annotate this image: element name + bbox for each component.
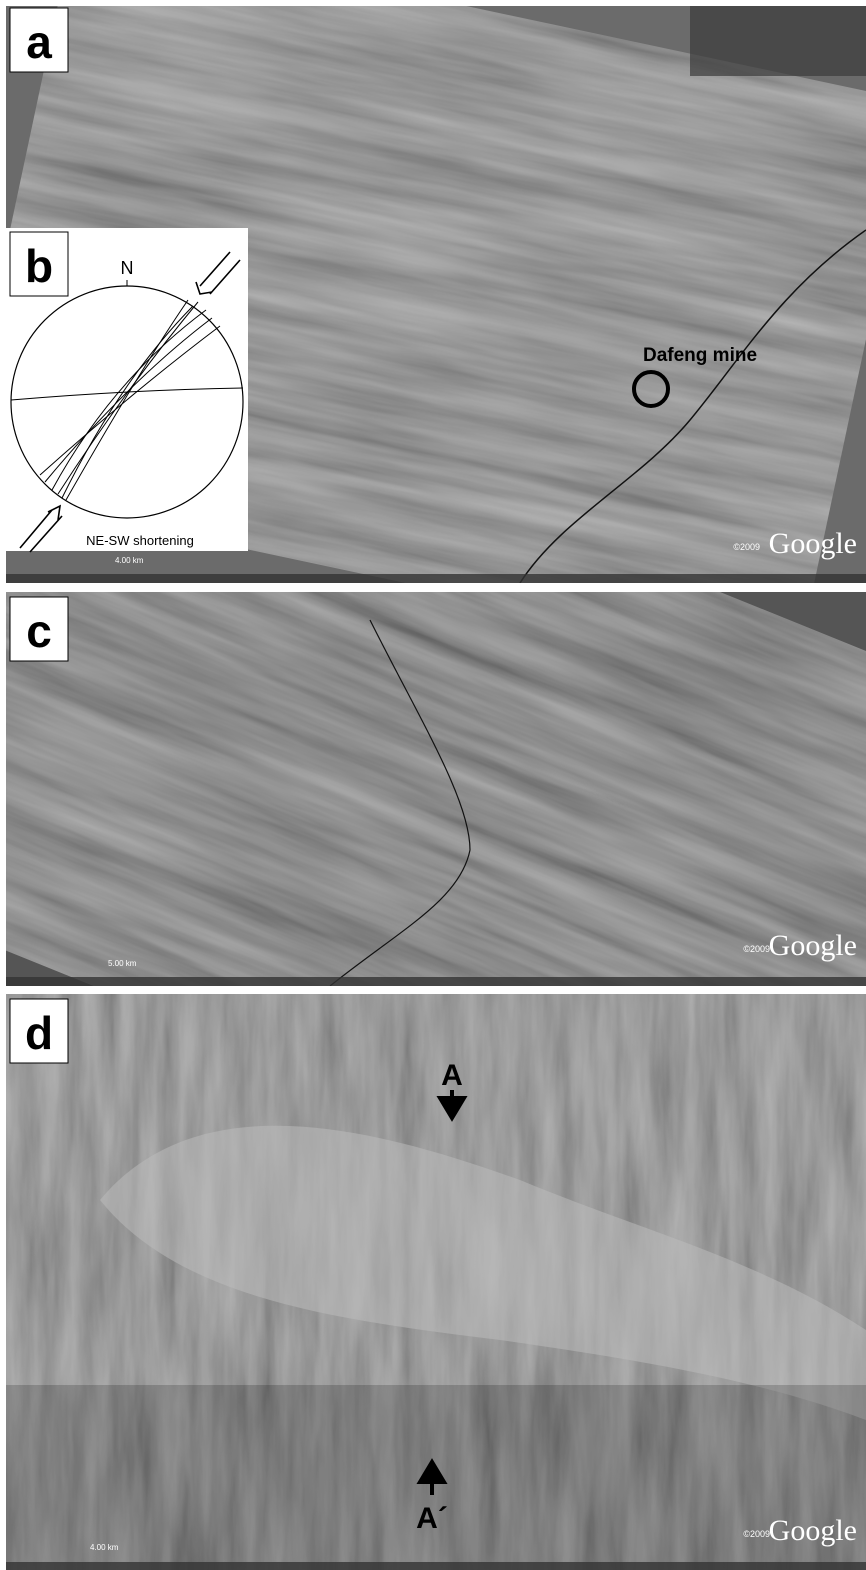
scale-label: 5.00 km [108, 959, 137, 968]
panel-label: d [25, 1007, 53, 1059]
scale-label: 4.00 km [115, 556, 144, 565]
watermark-year: ©2009 [733, 542, 760, 552]
marker-label: A´ [416, 1502, 448, 1535]
panel-label: c [26, 605, 52, 657]
watermark: Google [769, 527, 857, 560]
watermark: Google [769, 1514, 857, 1547]
status-bar [6, 574, 866, 583]
site-label: Dafeng mine [643, 345, 757, 366]
panel-b: 4.00 km N NE-SW shortening b [0, 228, 248, 565]
watermark: Google [769, 929, 857, 962]
status-bar [6, 1562, 866, 1570]
north-label: N [121, 258, 134, 278]
inset-caption: NE-SW shortening [86, 533, 194, 548]
dark-area [690, 6, 866, 76]
panel-label: b [25, 240, 53, 292]
marker-label: A [441, 1059, 463, 1092]
status-bar [6, 977, 866, 986]
figure: Dafeng mine Google ©2009 a 4.00 km N NE-… [0, 0, 866, 1570]
watermark-year: ©2009 [743, 1529, 770, 1539]
panel-d: A A´ 4.00 km Google ©2009 d [6, 994, 866, 1570]
panel-label: a [26, 16, 52, 68]
scale-label: 4.00 km [90, 1543, 119, 1552]
watermark-year: ©2009 [743, 944, 770, 954]
